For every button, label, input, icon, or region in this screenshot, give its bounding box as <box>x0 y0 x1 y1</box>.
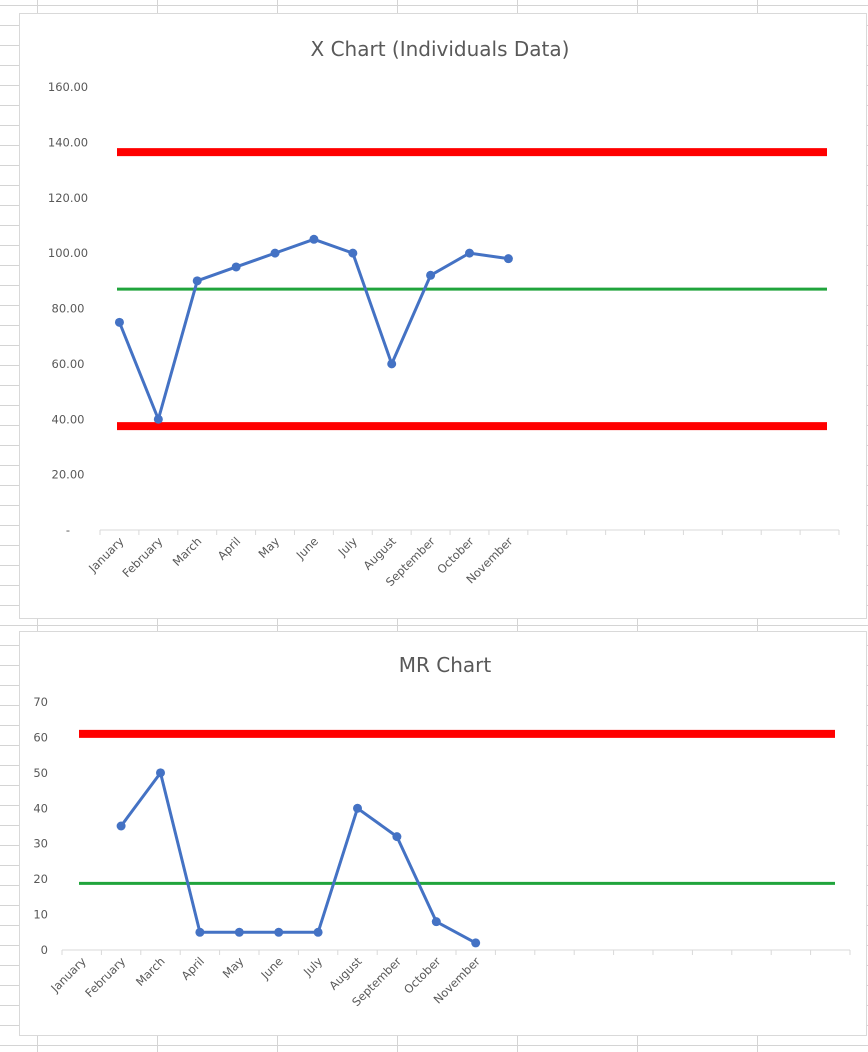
y-tick-label: 50 <box>33 766 48 780</box>
data-point <box>503 254 513 264</box>
x-tick-label: June <box>258 954 286 982</box>
y-tick-label: 0 <box>41 943 48 957</box>
y-tick-label: 10 <box>33 908 48 922</box>
y-tick-label: 20 <box>33 872 48 886</box>
data-point <box>116 821 126 831</box>
x-tick-label: February <box>120 534 166 580</box>
data-point <box>156 768 165 778</box>
x-tick-label: June <box>293 534 321 562</box>
data-point <box>353 803 362 813</box>
x-tick-label: April <box>215 534 243 562</box>
y-tick-label: 120.00 <box>48 191 88 205</box>
y-tick-label: 40.00 <box>52 412 85 426</box>
data-point <box>195 927 205 937</box>
data-point <box>313 927 323 937</box>
data-point <box>270 248 280 258</box>
x-tick-label: February <box>82 954 128 1000</box>
x-tick-label: March <box>133 954 168 989</box>
y-tick-label: 30 <box>33 837 48 851</box>
data-point <box>153 414 163 424</box>
data-point <box>471 938 481 948</box>
data-point <box>192 276 202 286</box>
data-point <box>465 248 474 258</box>
mr-chart: MR Chart 0 10 20 30 40 50 60 70 January February M… <box>19 631 867 1036</box>
y-tick-label: 160.00 <box>48 80 88 94</box>
y-tick-label: - <box>66 523 70 537</box>
x-tick-label: April <box>179 954 207 982</box>
chart-title: X Chart (Individuals Data) <box>311 37 570 61</box>
data-point <box>431 917 441 927</box>
y-tick-label: 60 <box>33 730 48 744</box>
x-chart: X Chart (Individuals Data) - 20.00 40.00 60… <box>19 13 867 619</box>
x-tick-label: August <box>360 534 399 573</box>
y-tick-label: 100.00 <box>48 246 88 260</box>
x-tick-label: July <box>335 534 360 559</box>
data-point <box>231 262 241 272</box>
y-tick-label: 20.00 <box>52 468 85 482</box>
x-tick-label: March <box>170 534 205 569</box>
x-tick-label: July <box>300 954 325 979</box>
data-point <box>274 927 284 937</box>
data-point <box>114 317 124 327</box>
x-tick-label: May <box>255 534 282 561</box>
x-tick-label: August <box>326 954 365 993</box>
y-tick-label: 140.00 <box>48 135 88 149</box>
y-tick-label: 70 <box>33 695 48 709</box>
data-point <box>309 234 319 244</box>
y-tick-label: 80.00 <box>52 302 85 316</box>
data-point <box>387 359 397 369</box>
y-tick-label: 60.00 <box>52 357 85 371</box>
data-line <box>118 237 509 421</box>
data-line <box>119 771 477 945</box>
y-tick-label: 40 <box>33 801 48 815</box>
data-point <box>348 248 358 258</box>
x-chart-svg: X Chart (Individuals Data) - 20.00 40.00 60… <box>48 37 840 589</box>
data-point <box>392 832 402 842</box>
chart-title: MR Chart <box>399 653 492 677</box>
data-point <box>426 270 436 280</box>
x-tick-label: May <box>220 954 247 981</box>
data-point <box>234 927 244 937</box>
